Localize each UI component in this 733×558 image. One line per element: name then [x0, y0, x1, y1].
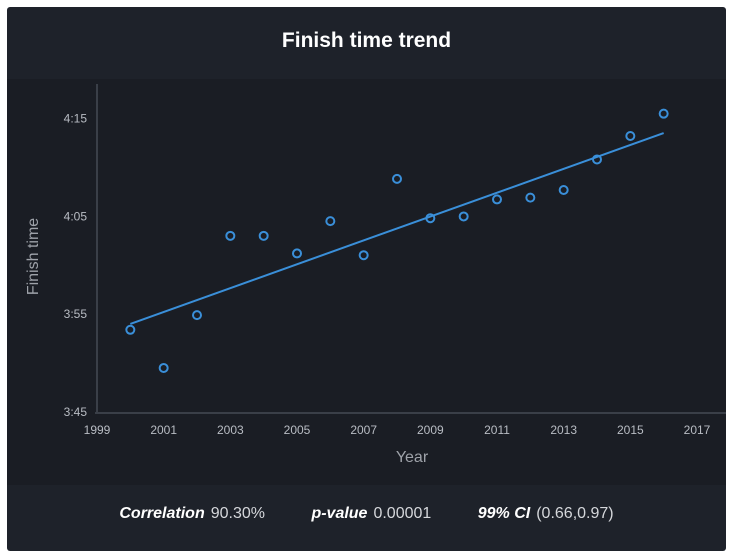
y-tick-label: 3:55 [64, 307, 88, 321]
data-point [425, 213, 436, 224]
data-point [358, 250, 369, 261]
data-point [525, 192, 536, 203]
x-tick-label: 2011 [484, 423, 510, 437]
data-point [192, 310, 202, 321]
trendline [129, 132, 665, 325]
pvalue-label: p-value [311, 505, 368, 522]
data-points [125, 108, 669, 373]
x-axis-title: Year [396, 449, 429, 466]
data-point [125, 324, 136, 335]
y-tick-label: 4:15 [64, 111, 88, 125]
data-point [392, 173, 402, 184]
data-point [592, 154, 602, 165]
x-tick-label: 2015 [617, 423, 644, 437]
data-point [492, 194, 502, 205]
data-point [258, 230, 269, 241]
x-tick-label: 1999 [84, 423, 111, 437]
x-tick-label: 2007 [350, 423, 377, 437]
x-tick-label: 2009 [417, 423, 444, 437]
pvalue-value: 0.00001 [373, 505, 432, 522]
data-point [292, 248, 302, 259]
data-point [325, 216, 336, 227]
data-point [225, 230, 236, 241]
x-tick-label: 2013 [550, 423, 577, 437]
data-point [158, 362, 169, 373]
ci-label: 99% CI [477, 505, 531, 522]
y-axis-title: Finish time [25, 218, 42, 295]
data-point [658, 108, 669, 119]
data-point [458, 211, 469, 222]
tick-labels: 1999 2001 2003 2005 2007 2009 2011 2013 2015 2017… [64, 111, 711, 437]
correlation-label: Correlation [119, 505, 205, 522]
x-tick-label: 2003 [217, 423, 244, 437]
data-point [625, 130, 636, 141]
y-tick-label: 4:05 [64, 209, 88, 223]
y-tick-label: 3:45 [64, 405, 88, 419]
stats-bar: Correlation 90.30% p-value 0.00001 99% CI (… [7, 505, 726, 523]
correlation-value: 90.30% [210, 505, 265, 522]
trendline-group [129, 132, 665, 325]
ci-value: (0.66,0.97) [536, 505, 614, 522]
x-tick-label: 2005 [284, 423, 311, 437]
chart-title: Finish time trend [281, 29, 452, 52]
x-tick-label: 2017 [684, 423, 711, 437]
scatter-chart: 1999 2001 2003 2005 2007 2009 2011 2013 2015 2017… [25, 84, 726, 466]
axes [95, 84, 726, 414]
data-point [558, 185, 569, 196]
x-tick-label: 2001 [150, 423, 177, 437]
chart-card: Finish time trend 1999 2001 2003 2005 2007 20… [7, 7, 726, 551]
plot-panel: 1999 2001 2003 2005 2007 2009 2011 2013 2015 2017… [7, 79, 726, 485]
